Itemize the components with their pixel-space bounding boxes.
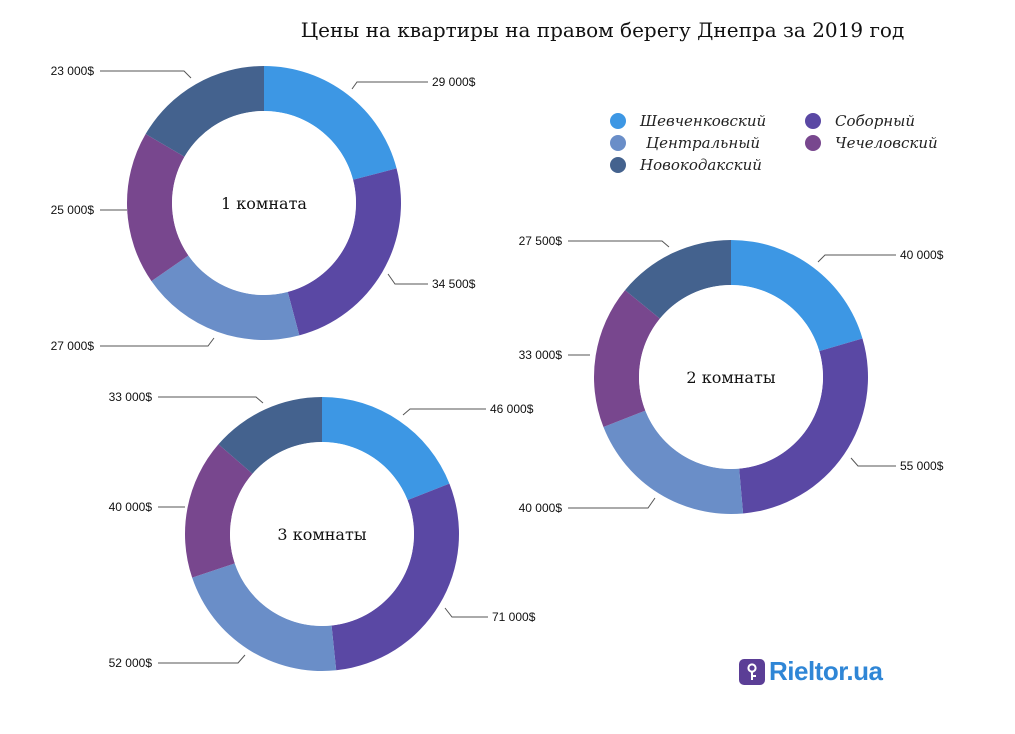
leader-line	[100, 337, 215, 347]
donut-slice	[603, 410, 744, 514]
value-label: 46 000$	[490, 402, 534, 416]
legend-label: Центральный	[646, 134, 761, 152]
donut-slice	[731, 240, 863, 352]
rieltor-logo: Rieltor.ua	[739, 656, 883, 687]
value-label: 33 000$	[519, 348, 563, 362]
value-label: 29 000$	[432, 75, 476, 89]
value-label: 40 000$	[109, 500, 153, 514]
value-label: 27 000$	[51, 339, 95, 353]
value-label: 34 500$	[432, 277, 476, 291]
value-label: 23 000$	[51, 64, 95, 78]
legend-label: Соборный	[835, 112, 916, 130]
donut-slice	[218, 397, 322, 474]
donut-chart: 2 комнаты 40 000$ 55 000$ 40 000$ 33 000$ 27 …	[519, 234, 944, 515]
leader-line	[568, 240, 670, 248]
donut-slice	[625, 240, 731, 319]
donut-center-label: 3 комнаты	[277, 525, 366, 544]
legend-item: Чечеловский	[805, 134, 938, 152]
donut-slice	[322, 397, 450, 501]
donut-hole	[172, 111, 356, 295]
donut-slice	[145, 66, 264, 157]
leader-line	[158, 396, 264, 404]
legend-item: Новокодакский	[610, 156, 762, 174]
legend-swatch	[805, 113, 821, 129]
donut-slice	[127, 134, 189, 282]
legend-label: Новокодакский	[640, 156, 762, 174]
leader-line	[568, 497, 656, 509]
leader-line	[158, 654, 246, 664]
value-label: 27 500$	[519, 234, 563, 248]
legend-item: Шевченковский	[610, 112, 766, 130]
legend-label: Шевченковский	[640, 112, 767, 130]
donut-hole	[230, 442, 414, 626]
value-label: 55 000$	[900, 459, 944, 473]
value-label: 52 000$	[109, 656, 153, 670]
donut-slice	[192, 563, 337, 671]
donut-chart: 3 комнаты 46 000$ 71 000$ 52 000$ 40 000$ 33 …	[109, 390, 536, 671]
legend-swatch	[610, 157, 626, 173]
legend-item: Соборный	[805, 112, 915, 130]
key-icon	[739, 658, 765, 685]
donut-slice	[594, 290, 660, 428]
value-label: 71 000$	[492, 610, 536, 624]
leader-line	[351, 81, 428, 90]
value-label: 40 000$	[519, 501, 563, 515]
leader-line	[817, 254, 896, 263]
donut-center-label: 1 комната	[221, 194, 307, 213]
donut-slice	[151, 255, 300, 340]
legend-swatch	[610, 113, 626, 129]
legend-swatch	[805, 135, 821, 151]
donut-center-label: 2 комнаты	[686, 368, 775, 387]
leader-line	[100, 70, 192, 79]
donut-chart: 1 комната 29 000$ 34 500$ 27 000$ 25 000$ 23 …	[51, 64, 476, 353]
legend-item: Центральный	[610, 134, 760, 152]
legend-swatch	[610, 135, 626, 151]
legend-label: Чечеловский	[835, 134, 938, 152]
chart-title: Цены на квартиры на правом берегу Днепра…	[300, 18, 905, 42]
donut-slice	[739, 338, 868, 514]
logo-text: Rieltor.ua	[769, 656, 883, 686]
leader-line	[387, 273, 428, 285]
leader-line	[444, 607, 488, 618]
donut-slice	[264, 66, 397, 180]
value-label: 25 000$	[51, 203, 95, 217]
donut-slice	[331, 483, 459, 671]
donut-slice	[185, 444, 253, 578]
donut-slice	[287, 168, 401, 336]
leader-line	[402, 408, 486, 416]
value-label: 33 000$	[109, 390, 153, 404]
leader-line	[850, 457, 896, 467]
donut-hole	[639, 285, 823, 469]
value-label: 40 000$	[900, 248, 944, 262]
